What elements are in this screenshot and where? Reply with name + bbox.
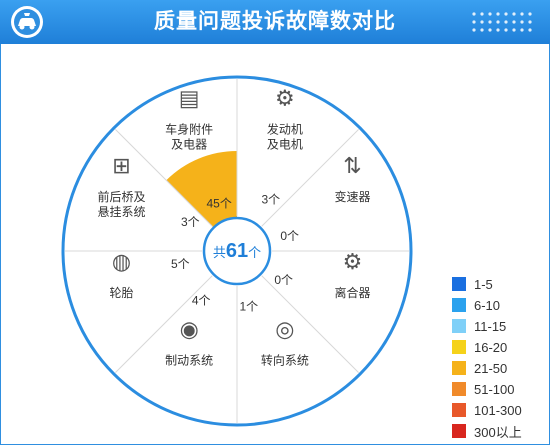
- category-label: 及电器: [171, 138, 207, 152]
- value-label: 4个: [192, 294, 211, 308]
- legend-label: 1-5: [474, 276, 493, 292]
- category-label: 变速器: [334, 189, 370, 204]
- legend-item: 300以上: [452, 421, 522, 441]
- legend-label: 101-300: [474, 402, 522, 418]
- chart-legend: 1-5 6-10 11-15 16-20 21-50 51-100 101-30…: [452, 274, 522, 442]
- legend-label: 300以上: [474, 424, 522, 440]
- axle-suspension-icon: ⊞: [112, 153, 130, 178]
- category-label: 前后桥及: [98, 189, 146, 204]
- slice-divider: [115, 275, 213, 373]
- legend-swatch: [452, 319, 466, 333]
- legend-swatch: [452, 340, 466, 354]
- steering-wheel-icon: ◎: [275, 316, 294, 341]
- category-label: 及电机: [267, 138, 303, 152]
- legend-item: 21-50: [452, 358, 522, 378]
- brake-disc-icon: ◉: [180, 316, 199, 341]
- category-label: 悬挂系统: [98, 205, 146, 219]
- chart-title: 质量问题投诉故障数对比: [154, 10, 396, 33]
- category-label: 离合器: [334, 285, 370, 300]
- legend-label: 51-100: [474, 381, 515, 397]
- category-label: 车身附件: [165, 122, 213, 137]
- category-label: 轮胎: [110, 286, 134, 300]
- header-banner: 质量问题投诉故障数对比: [0, 0, 550, 44]
- value-label: 3个: [261, 192, 280, 206]
- category-label: 制动系统: [165, 353, 213, 367]
- gear-shift-icon: ⇅: [343, 153, 361, 178]
- legend-item: 101-300: [452, 400, 522, 420]
- legend-swatch: [452, 298, 466, 312]
- legend-item: 11-15: [452, 316, 522, 336]
- clutch-pedal-icon: ⚙: [343, 249, 363, 274]
- car-battery-icon: ▤: [179, 86, 200, 111]
- legend-item: 6-10: [452, 295, 522, 315]
- center-circle: [202, 216, 272, 286]
- value-label: 1个: [239, 300, 258, 314]
- value-label: 5个: [171, 257, 190, 271]
- pie-slice: [166, 151, 237, 228]
- legend-label: 16-20: [474, 339, 508, 355]
- category-label: 发动机: [267, 122, 303, 137]
- engine-icon: ⚙: [275, 86, 295, 111]
- legend-swatch: [452, 382, 466, 396]
- legend-swatch: [452, 403, 466, 417]
- legend-label: 11-15: [474, 318, 507, 334]
- slice-divider: [261, 275, 359, 373]
- category-label: 转向系统: [261, 352, 309, 367]
- value-label: 3个: [181, 215, 200, 229]
- legend-item: 1-5: [452, 274, 522, 294]
- slice-divider: [261, 129, 359, 227]
- value-label: 45个: [207, 196, 232, 210]
- legend-label: 21-50: [474, 360, 508, 376]
- value-label: 0个: [280, 229, 299, 243]
- legend-item: 16-20: [452, 337, 522, 357]
- slice-divider: [115, 129, 213, 227]
- center-total-label: 共61个: [213, 240, 261, 262]
- value-label: 0个: [274, 273, 293, 287]
- legend-item: 51-100: [452, 379, 522, 399]
- decorative-dots: [472, 12, 532, 32]
- legend-label: 6-10: [474, 297, 501, 313]
- tire-icon: ◍: [112, 249, 131, 274]
- legend-swatch: [452, 277, 466, 291]
- car-service-icon: [11, 6, 43, 38]
- legend-swatch: [452, 361, 466, 375]
- legend-swatch: [452, 424, 466, 438]
